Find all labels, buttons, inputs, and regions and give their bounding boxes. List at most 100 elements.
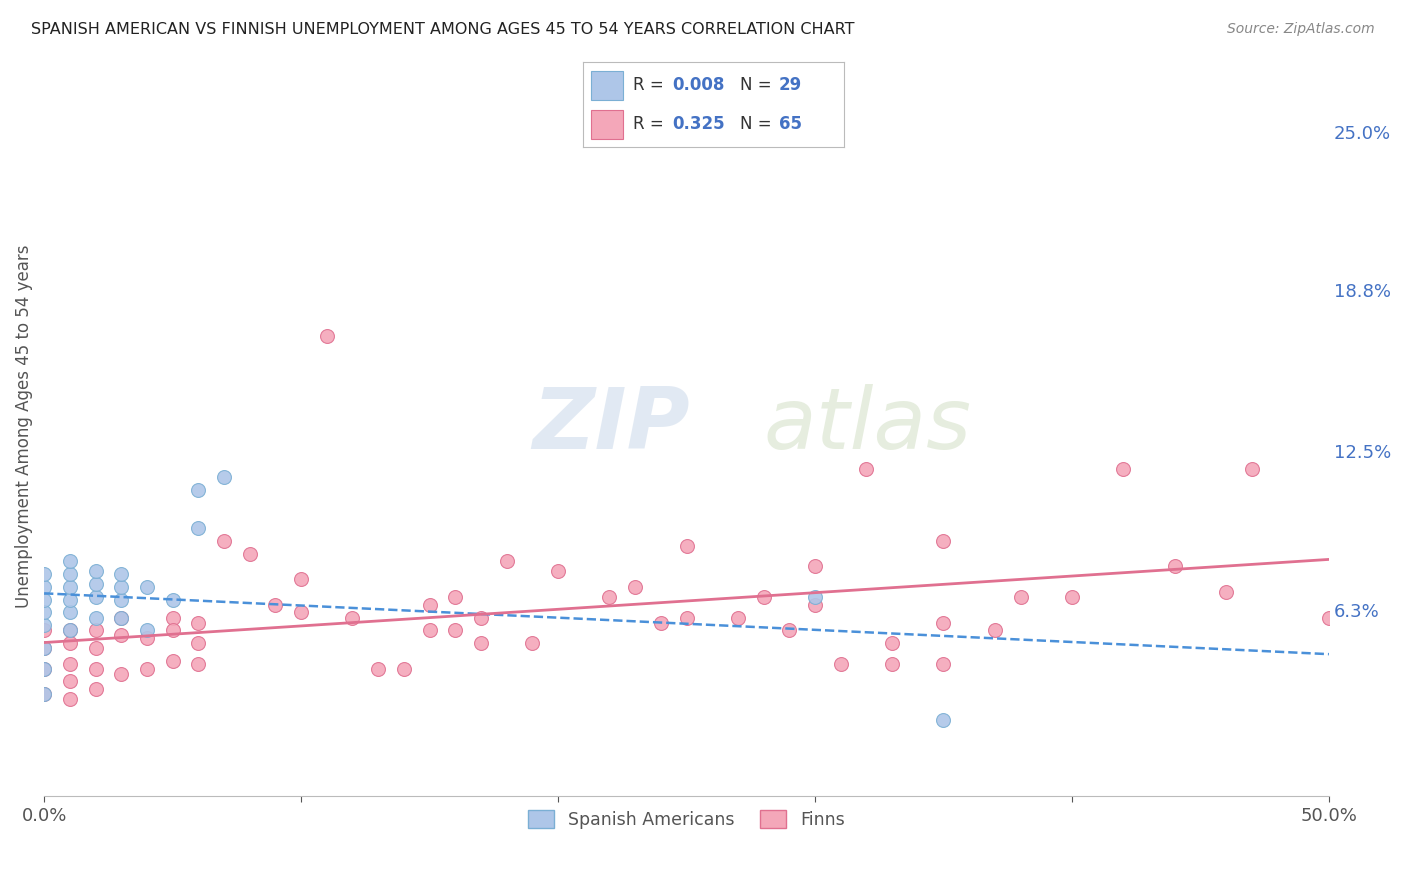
Point [59, 567, 82, 582]
Text: SPANISH AMERICAN VS FINNISH UNEMPLOYMENT AMONG AGES 45 TO 54 YEARS CORRELATION C: SPANISH AMERICAN VS FINNISH UNEMPLOYMENT… [31, 22, 855, 37]
Point [32, 580, 55, 594]
Point [470, 636, 492, 650]
Point [110, 567, 132, 582]
Point [932, 533, 955, 548]
Point [59, 554, 82, 568]
Point [32, 687, 55, 701]
Point [624, 580, 647, 594]
Bar [592, 110, 623, 139]
Point [855, 462, 877, 476]
Point [32, 567, 55, 582]
Point [187, 636, 209, 650]
Point [598, 590, 620, 604]
Point [84, 565, 107, 579]
Point [110, 592, 132, 607]
Point [830, 657, 852, 671]
Point [290, 572, 312, 586]
Point [84, 590, 107, 604]
Point [135, 631, 157, 645]
Text: 0.325: 0.325 [672, 115, 724, 133]
Point [522, 636, 544, 650]
Point [212, 470, 235, 484]
Point [135, 662, 157, 676]
Point [1215, 585, 1237, 599]
Point [162, 592, 184, 607]
Point [547, 565, 569, 579]
Point [444, 590, 467, 604]
Point [110, 580, 132, 594]
Point [59, 606, 82, 620]
Point [162, 624, 184, 638]
Point [32, 641, 55, 656]
Point [59, 692, 82, 706]
Point [110, 666, 132, 681]
Point [932, 615, 955, 630]
Text: atlas: atlas [763, 384, 972, 467]
Point [290, 606, 312, 620]
Text: N =: N = [740, 77, 776, 95]
Point [1240, 462, 1263, 476]
Text: ZIP: ZIP [533, 384, 690, 467]
Point [32, 592, 55, 607]
Point [32, 606, 55, 620]
Point [59, 624, 82, 638]
Point [880, 657, 903, 671]
Point [804, 598, 827, 612]
Point [32, 687, 55, 701]
Point [84, 624, 107, 638]
Point [110, 610, 132, 624]
Point [187, 483, 209, 497]
Point [419, 624, 441, 638]
Point [162, 654, 184, 668]
Point [187, 657, 209, 671]
Point [264, 598, 287, 612]
Point [804, 590, 827, 604]
Point [342, 610, 364, 624]
Point [59, 657, 82, 671]
Point [135, 580, 157, 594]
Point [110, 628, 132, 642]
Point [187, 615, 209, 630]
Point [32, 662, 55, 676]
Point [59, 636, 82, 650]
Text: N =: N = [740, 115, 776, 133]
Point [315, 329, 337, 343]
Point [1164, 559, 1187, 574]
Point [84, 682, 107, 697]
Text: 29: 29 [779, 77, 801, 95]
Point [444, 624, 467, 638]
Point [727, 610, 749, 624]
Point [239, 547, 262, 561]
Text: 65: 65 [779, 115, 801, 133]
Point [135, 624, 157, 638]
Point [675, 539, 697, 553]
Point [84, 641, 107, 656]
Text: R =: R = [633, 115, 673, 133]
Y-axis label: Unemployment Among Ages 45 to 54 years: Unemployment Among Ages 45 to 54 years [15, 244, 32, 607]
Bar [592, 71, 623, 100]
Point [1112, 462, 1135, 476]
Point [32, 641, 55, 656]
Point [984, 624, 1007, 638]
Point [84, 662, 107, 676]
Point [650, 615, 672, 630]
Point [392, 662, 415, 676]
Point [495, 554, 517, 568]
Text: 0.008: 0.008 [672, 77, 724, 95]
Point [1060, 590, 1083, 604]
Point [932, 657, 955, 671]
Point [367, 662, 389, 676]
Point [1010, 590, 1032, 604]
Point [84, 610, 107, 624]
Point [675, 610, 697, 624]
Point [59, 592, 82, 607]
Point [32, 618, 55, 632]
Point [32, 662, 55, 676]
Point [1317, 610, 1340, 624]
Point [880, 636, 903, 650]
Point [212, 533, 235, 548]
Point [804, 559, 827, 574]
Point [162, 610, 184, 624]
Point [187, 521, 209, 535]
Point [110, 610, 132, 624]
